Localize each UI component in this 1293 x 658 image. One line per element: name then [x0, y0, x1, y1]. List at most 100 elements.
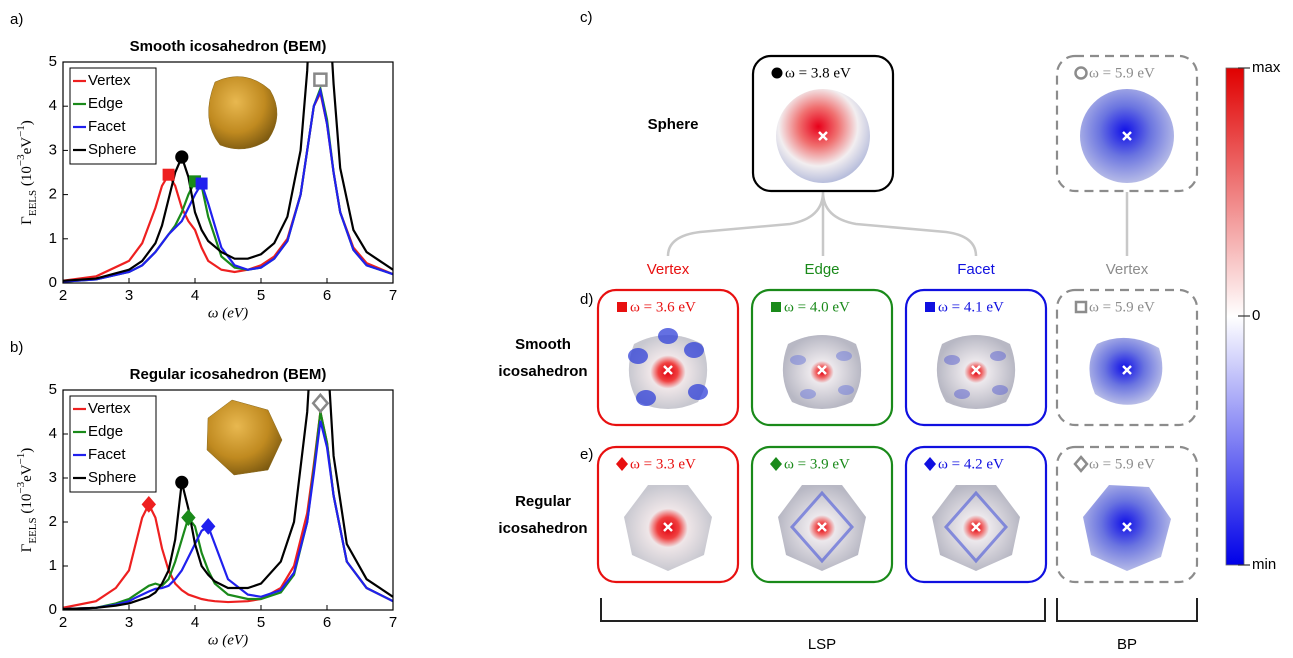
mode-label: ω = 3.3 eV	[630, 456, 696, 472]
legend-label: Facet	[88, 446, 126, 463]
mode-map	[937, 335, 1015, 409]
page: a) Smooth icosahedron (BEM) 2 3 4 5 6 7 0 1 2 3 4 5 ω …	[0, 0, 1293, 658]
colorbar-label: 0	[1252, 307, 1260, 324]
mode-lobe	[688, 384, 708, 400]
x-tick-label: 4	[191, 614, 199, 631]
x-tick-label: 2	[59, 287, 67, 304]
y-axis-label-part: Γ	[19, 216, 35, 225]
y-tick-label: 4	[49, 425, 57, 442]
y-tick-label: 1	[49, 230, 57, 247]
y-axis-label-part: −3	[15, 154, 27, 166]
mode-label: ω = 3.9 eV	[784, 456, 850, 472]
figure: a) Smooth icosahedron (BEM) 2 3 4 5 6 7 0 1 2 3 4 5 ω …	[0, 0, 1293, 658]
y-axis-label-part: eV	[19, 137, 35, 155]
connector	[668, 192, 1127, 256]
x-tick-label: 5	[257, 287, 265, 304]
y-axis-label-part: (10	[19, 494, 35, 518]
mode-label: ω = 5.9 eV	[1089, 65, 1155, 81]
mode-lobe	[954, 389, 970, 399]
bracket	[601, 598, 1045, 621]
x-axis-label: ω (eV)	[208, 632, 248, 648]
marker	[772, 68, 783, 79]
y-axis-label-part: (10	[19, 166, 35, 190]
x-tick-label: 6	[323, 287, 331, 304]
chart-title: Regular icosahedron (BEM)	[130, 366, 327, 383]
x-axis-label: ω (eV)	[208, 305, 248, 321]
mode-lobe	[836, 351, 852, 361]
x-tick-label: 2	[59, 614, 67, 631]
y-axis-label-part: −1	[15, 453, 27, 465]
marker	[1076, 302, 1086, 312]
legend-label: Sphere	[88, 469, 136, 486]
y-axis-label-part: )	[19, 120, 35, 125]
legend-label: Vertex	[88, 72, 131, 89]
y-axis-label-part: Γ	[19, 543, 35, 552]
mode-label: ω = 3.8 eV	[785, 65, 851, 81]
mode-label: ω = 3.6 eV	[630, 299, 696, 315]
x-tick-label: 7	[389, 614, 397, 631]
marker	[1076, 68, 1087, 79]
y-axis-label: ΓEELS (10−3eV−1)	[15, 448, 39, 553]
y-tick-label: 2	[49, 186, 57, 203]
mode-map	[783, 335, 861, 409]
x-tick-label: 3	[125, 287, 133, 304]
mode-label: ω = 4.2 eV	[938, 456, 1004, 472]
y-axis-label-part: −1	[15, 125, 27, 137]
panel-label: a)	[10, 11, 23, 28]
mode-lobe	[628, 348, 648, 364]
x-tick-label: 3	[125, 614, 133, 631]
marker	[196, 178, 208, 190]
row-label: Regular	[515, 493, 571, 510]
y-axis-label-part: EELS	[27, 190, 39, 216]
x-tick-label: 6	[323, 614, 331, 631]
marker	[163, 169, 175, 181]
x-tick-label: 5	[257, 614, 265, 631]
marker	[617, 302, 627, 312]
marker	[771, 302, 781, 312]
mode-lobe	[790, 355, 806, 365]
mode-label: ω = 5.9 eV	[1089, 299, 1155, 315]
column-header: Vertex	[647, 261, 690, 278]
y-tick-label: 0	[49, 601, 57, 618]
row-label: icosahedron	[498, 363, 587, 380]
colorbar-label: max	[1252, 59, 1281, 76]
y-axis-label-part: )	[19, 448, 35, 453]
panel-label: d)	[580, 291, 593, 308]
x-tick-label: 4	[191, 287, 199, 304]
y-axis-label-part: −3	[15, 481, 27, 493]
column-header: Facet	[957, 261, 995, 278]
marker	[314, 74, 326, 86]
row-label: icosahedron	[498, 520, 587, 537]
y-axis-label: ΓEELS (10−3eV−1)	[15, 120, 39, 225]
panel-label: e)	[580, 446, 593, 463]
mode-lobe	[992, 385, 1008, 395]
column-header: Vertex	[1106, 261, 1149, 278]
y-tick-label: 1	[49, 557, 57, 574]
y-tick-label: 3	[49, 469, 57, 486]
marker	[175, 150, 188, 163]
y-tick-label: 2	[49, 513, 57, 530]
marker	[313, 395, 327, 412]
mode-lobe	[838, 385, 854, 395]
y-tick-label: 3	[49, 141, 57, 158]
mode-lobe	[684, 342, 704, 358]
legend-label: Edge	[88, 423, 123, 440]
y-tick-label: 5	[49, 53, 57, 70]
marker	[201, 518, 215, 535]
row-label: Smooth	[515, 336, 571, 353]
marker	[142, 496, 156, 513]
mode-label: ω = 4.1 eV	[938, 299, 1004, 315]
mode-lobe	[658, 328, 678, 344]
legend-label: Vertex	[88, 400, 131, 417]
inset-particle	[207, 400, 282, 475]
legend-label: Facet	[88, 118, 126, 135]
inset-particle	[209, 77, 277, 149]
column-header: Edge	[804, 261, 839, 278]
chart-title: Smooth icosahedron (BEM)	[130, 38, 327, 55]
y-tick-label: 4	[49, 97, 57, 114]
legend-label: Sphere	[88, 141, 136, 158]
row-label: Sphere	[648, 116, 699, 133]
mode-lobe	[800, 389, 816, 399]
mode-lobe	[636, 390, 656, 406]
mode-lobe	[944, 355, 960, 365]
